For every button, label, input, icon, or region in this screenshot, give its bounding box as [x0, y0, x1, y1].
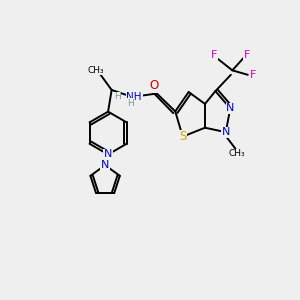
Text: NH: NH: [127, 92, 142, 101]
Text: F: F: [250, 70, 256, 80]
Text: N: N: [104, 149, 112, 160]
Text: CH₃: CH₃: [88, 65, 104, 74]
Text: F: F: [244, 50, 250, 60]
Text: N: N: [222, 127, 230, 137]
Text: H: H: [114, 92, 120, 101]
Text: N: N: [101, 160, 109, 170]
Text: N: N: [226, 103, 234, 113]
Text: O: O: [149, 79, 158, 92]
Text: H: H: [128, 98, 134, 107]
Text: S: S: [179, 130, 186, 143]
Text: F: F: [211, 50, 218, 60]
Text: CH₃: CH₃: [229, 149, 245, 158]
